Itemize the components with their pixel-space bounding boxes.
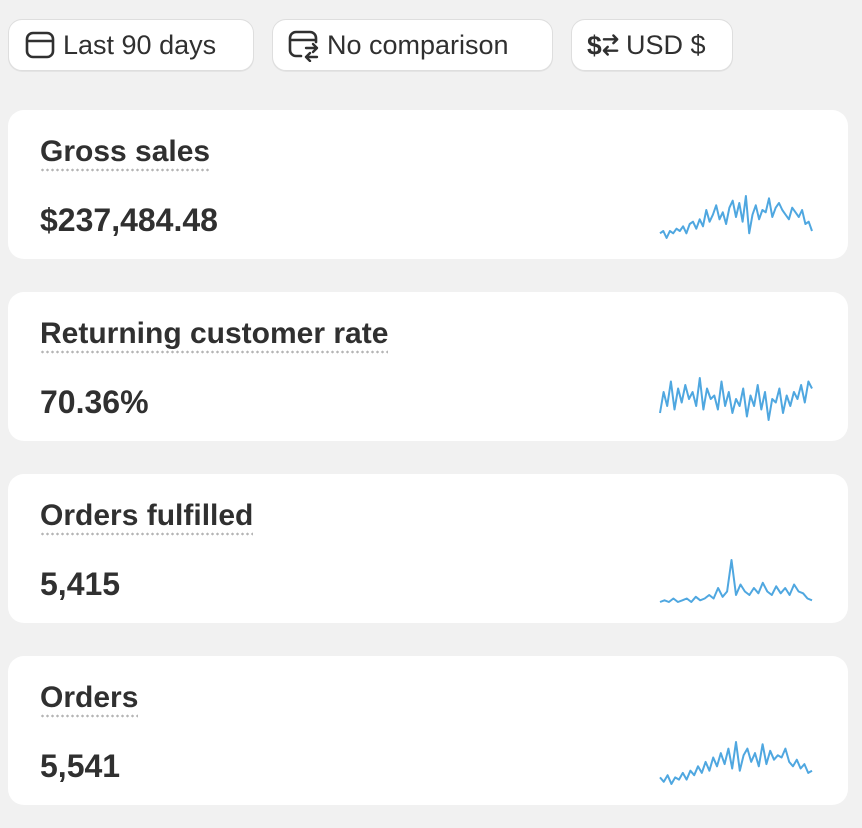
sparkline-series-line bbox=[659, 377, 813, 421]
metric-value: $237,484.48 bbox=[40, 202, 218, 238]
metric-card-orders-fulfilled[interactable]: Orders fulfilled 5,415 bbox=[8, 474, 848, 623]
calendar-icon bbox=[23, 28, 57, 62]
metric-value: 70.36% bbox=[40, 384, 149, 420]
filter-bar: Last 90 days No comparison $ USD $ bbox=[8, 19, 733, 71]
metric-title[interactable]: Gross sales bbox=[40, 135, 211, 172]
comparison-label: No comparison bbox=[327, 29, 509, 60]
metric-card-gross-sales[interactable]: Gross sales $237,484.48 bbox=[8, 110, 848, 259]
sparkline-chart bbox=[659, 377, 813, 421]
currency-swap-icon: $ bbox=[586, 28, 620, 62]
metric-value: 5,415 bbox=[40, 566, 121, 602]
metric-title[interactable]: Orders bbox=[40, 681, 139, 718]
sparkline-chart bbox=[659, 741, 813, 785]
metric-title[interactable]: Orders fulfilled bbox=[40, 499, 254, 536]
metric-value: 5,541 bbox=[40, 748, 121, 784]
metric-title[interactable]: Returning customer rate bbox=[40, 317, 389, 354]
sparkline-series-line bbox=[659, 741, 813, 785]
sparkline-series-line bbox=[659, 195, 813, 239]
sparkline-chart bbox=[659, 559, 813, 603]
date-range-button[interactable]: Last 90 days bbox=[8, 19, 254, 71]
sparkline-series-line bbox=[659, 559, 813, 603]
comparison-button[interactable]: No comparison bbox=[272, 19, 553, 71]
sparkline-chart bbox=[659, 195, 813, 239]
currency-label: USD $ bbox=[626, 29, 706, 60]
metric-card-orders[interactable]: Orders 5,541 bbox=[8, 656, 848, 805]
calendar-compare-icon bbox=[287, 28, 321, 62]
date-range-label: Last 90 days bbox=[63, 29, 217, 60]
metric-card-returning-customer-rate[interactable]: Returning customer rate 70.36% bbox=[8, 292, 848, 441]
svg-text:$: $ bbox=[587, 30, 602, 60]
currency-button[interactable]: $ USD $ bbox=[571, 19, 733, 71]
